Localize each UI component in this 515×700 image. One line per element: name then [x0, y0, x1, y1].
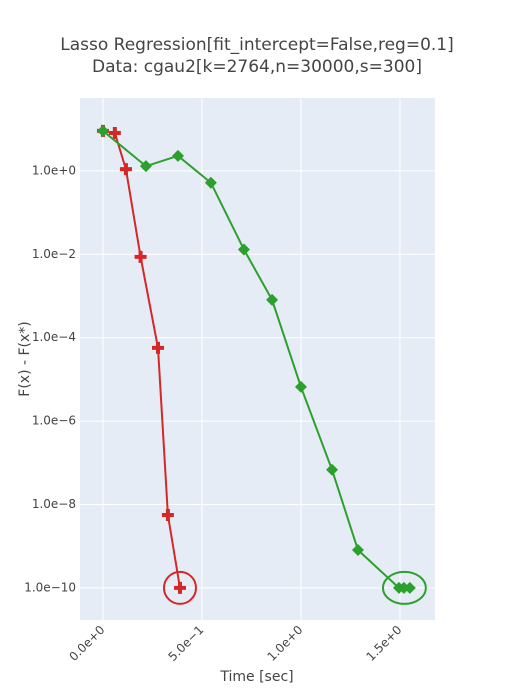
marker [96, 124, 109, 137]
marker [119, 163, 132, 176]
x-tick-label: 5.0e−1 [165, 623, 206, 664]
y-tick-label: 1.0e+0 [32, 163, 76, 177]
x-tick-label: 1.5e+0 [363, 623, 404, 664]
y-tick-label: 1.0e−10 [24, 580, 76, 594]
y-tick-label: 1.0e−8 [32, 497, 76, 511]
plot-area [80, 98, 435, 620]
chart-title: Lasso Regression[fit_intercept=False,reg… [60, 35, 454, 55]
marker [351, 544, 364, 557]
marker [134, 250, 147, 263]
chart-subtitle: Data: cgau2[k=2764,n=30000,s=300] [92, 57, 422, 77]
x-axis-title: Time [sec] [219, 669, 293, 685]
y-tick-label: 1.0e−6 [32, 414, 76, 428]
x-tick-label: 1.0e+0 [264, 623, 305, 664]
marker [237, 243, 250, 256]
marker [108, 127, 121, 140]
marker [139, 160, 152, 173]
marker [172, 149, 185, 162]
y-tick-label: 1.0e−2 [32, 247, 76, 261]
y-tick-label: 1.0e−4 [32, 330, 76, 344]
marker [161, 509, 174, 522]
marker [294, 380, 307, 393]
y-axis-title: F(x) - F(x*) [17, 321, 33, 396]
marker [152, 341, 165, 354]
highlight-circle [381, 570, 427, 605]
marker [266, 293, 279, 306]
marker [403, 581, 416, 594]
marker [204, 176, 217, 189]
marker [173, 581, 186, 594]
marker [326, 463, 339, 476]
x-tick-label: 0.0e+0 [66, 623, 107, 664]
highlight-circle [162, 570, 197, 605]
